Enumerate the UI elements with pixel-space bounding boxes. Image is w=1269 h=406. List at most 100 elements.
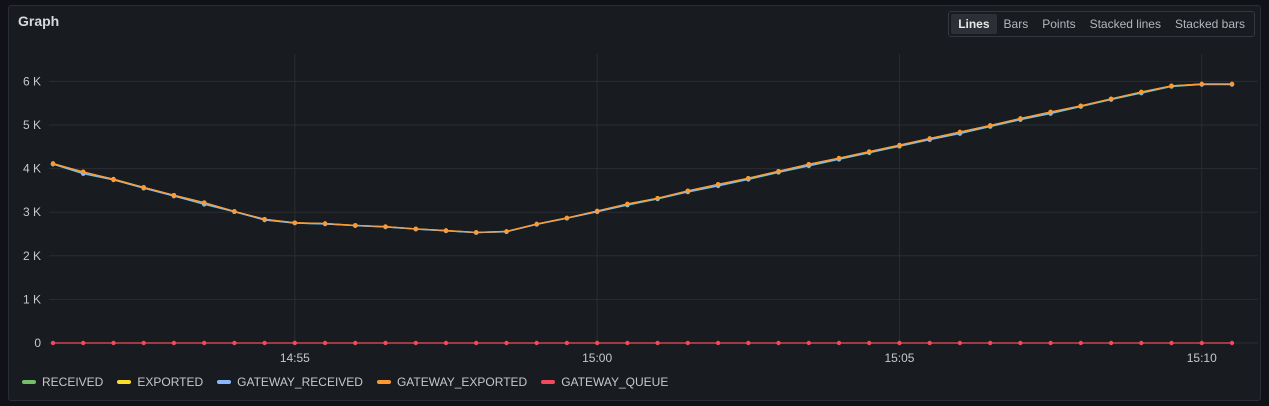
legend-swatch: [217, 380, 232, 384]
data-point-gateway-queue: [655, 340, 660, 346]
data-point-gateway-exported: [474, 230, 479, 235]
mode-bars-button[interactable]: Bars: [1003, 17, 1029, 31]
data-point-gateway-exported: [867, 149, 872, 154]
data-point-gateway-queue: [141, 340, 146, 346]
data-point-gateway-queue: [927, 340, 932, 346]
data-point-gateway-exported: [625, 201, 630, 207]
y-tick-label: 3 K: [23, 205, 41, 219]
legend-label: GATEWAY_RECEIVED: [237, 375, 363, 389]
x-tick-label: 14:55: [280, 351, 310, 365]
data-point-gateway-queue: [625, 340, 630, 346]
data-point-gateway-exported: [564, 215, 570, 221]
legend-item-received[interactable]: RECEIVED: [22, 375, 103, 389]
y-tick-label: 0: [34, 336, 41, 350]
data-point-gateway-queue: [595, 340, 600, 346]
data-point-gateway-queue: [1108, 340, 1114, 346]
data-point-gateway-exported: [504, 229, 509, 234]
data-point-gateway-exported: [897, 142, 902, 148]
panel-title: Graph: [18, 13, 60, 29]
data-point-gateway-queue: [111, 340, 116, 346]
data-point-gateway-exported: [927, 136, 932, 141]
data-point-gateway-exported: [746, 176, 751, 181]
data-point-gateway-queue: [322, 340, 328, 346]
data-point-gateway-exported: [81, 169, 86, 174]
legend-swatch: [117, 380, 132, 384]
data-point-gateway-queue: [443, 340, 449, 346]
data-point-gateway-exported: [1018, 116, 1023, 121]
data-point-gateway-exported: [655, 196, 660, 201]
data-point-gateway-exported: [1139, 89, 1144, 95]
data-point-gateway-exported: [383, 224, 388, 229]
data-point-gateway-exported: [1169, 83, 1174, 89]
line-chart: 0 1 K 2 K 3 K 4 K 5 K 6 K 14:55 15:00 15:05 15:10: [23, 54, 1258, 365]
data-point-gateway-queue: [685, 340, 690, 346]
data-point-gateway-exported: [806, 162, 811, 167]
data-point-gateway-exported: [1048, 109, 1053, 115]
legend-label: RECEIVED: [42, 375, 104, 389]
y-tick-label: 1 K: [23, 292, 41, 306]
data-point-gateway-queue: [383, 340, 388, 346]
data-point-gateway-queue: [867, 340, 872, 346]
legend-label: GATEWAY_QUEUE: [561, 375, 669, 389]
data-point-gateway-queue: [776, 340, 781, 346]
mode-lines-button[interactable]: Lines: [951, 14, 997, 34]
data-point-gateway-queue: [534, 340, 539, 346]
data-point-gateway-queue: [1048, 340, 1053, 346]
data-point-gateway-exported: [262, 217, 267, 222]
data-point-gateway-queue: [746, 340, 751, 346]
data-point-gateway-exported: [111, 177, 116, 182]
mode-stacked-bars-button[interactable]: Stacked bars: [1174, 17, 1245, 31]
data-point-gateway-exported: [1229, 81, 1235, 87]
data-point-gateway-queue: [202, 340, 207, 346]
data-point-gateway-exported: [988, 123, 993, 128]
legend-item-exported[interactable]: EXPORTED: [117, 375, 203, 389]
data-point-gateway-exported: [776, 169, 781, 174]
data-point-gateway-queue: [413, 340, 418, 346]
data-point-gateway-queue: [1199, 340, 1205, 346]
data-point-gateway-exported: [1199, 81, 1205, 87]
display-mode-toggle: Lines Bars Points Stacked lines Stacked …: [948, 11, 1255, 37]
data-point-gateway-queue: [292, 340, 297, 346]
data-point-gateway-exported: [202, 200, 207, 205]
mode-stacked-lines-button[interactable]: Stacked lines: [1089, 17, 1161, 31]
data-point-gateway-exported: [232, 209, 237, 214]
legend-item-gateway-exported[interactable]: GATEWAY_EXPORTED: [376, 375, 528, 389]
data-point-gateway-queue: [232, 340, 237, 346]
legend-swatch: [376, 380, 391, 384]
legend-item-gateway-queue[interactable]: GATEWAY_QUEUE: [541, 375, 668, 389]
x-tick-label: 15:10: [1187, 351, 1217, 365]
data-point-gateway-exported: [836, 155, 842, 161]
data-point-gateway-queue: [806, 340, 811, 346]
data-point-gateway-exported: [1108, 96, 1114, 102]
series-line-gateway-received: [52, 83, 1232, 234]
data-point-gateway-queue: [715, 340, 721, 346]
data-point-gateway-queue: [1229, 340, 1235, 346]
legend-swatch: [541, 380, 556, 384]
y-tick-label: 6 K: [23, 74, 41, 88]
data-point-gateway-queue: [957, 340, 963, 346]
mode-points-button[interactable]: Points: [1042, 17, 1076, 31]
data-point-gateway-queue: [1078, 340, 1084, 346]
data-point-gateway-queue: [1139, 340, 1144, 346]
data-point-gateway-queue: [81, 340, 86, 346]
data-point-gateway-queue: [1169, 340, 1174, 346]
y-tick-label: 4 K: [23, 162, 41, 176]
series-line-gateway-exported: [52, 83, 1232, 233]
data-point-gateway-exported: [292, 220, 297, 225]
data-point-gateway-exported: [715, 182, 721, 187]
legend-label: EXPORTED: [137, 375, 204, 389]
x-tick-label: 15:05: [884, 351, 914, 365]
legend-item-gateway-received[interactable]: GATEWAY_RECEIVED: [217, 375, 363, 389]
data-point-gateway-exported: [413, 226, 418, 231]
data-point-gateway-queue: [988, 340, 993, 346]
data-point-gateway-exported: [353, 223, 358, 228]
data-point-gateway-exported: [50, 161, 56, 166]
data-point-gateway-queue: [474, 340, 479, 346]
data-point-gateway-queue: [1018, 340, 1023, 346]
chart-legend: RECEIVED EXPORTED GATEWAY_RECEIVED GATEW…: [22, 375, 668, 389]
data-point-gateway-queue: [504, 340, 509, 346]
data-point-gateway-exported: [1078, 103, 1084, 109]
data-point-gateway-exported: [595, 208, 600, 214]
legend-swatch: [22, 380, 36, 384]
legend-label: GATEWAY_EXPORTED: [396, 375, 528, 389]
